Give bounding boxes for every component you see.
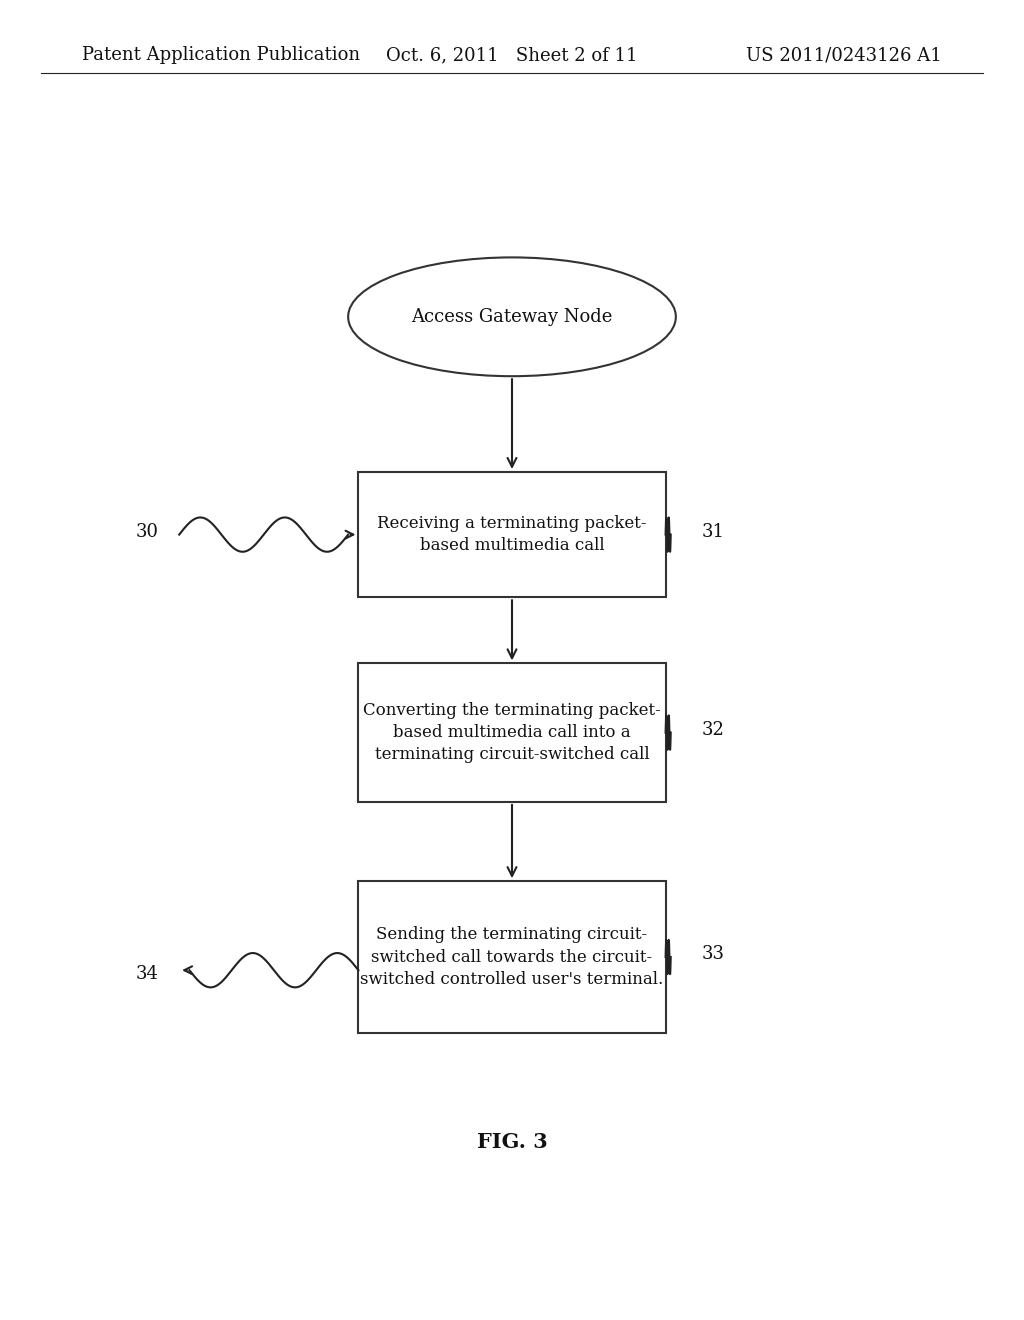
Text: US 2011/0243126 A1: US 2011/0243126 A1 — [746, 46, 942, 65]
Text: 32: 32 — [701, 721, 724, 739]
Text: 34: 34 — [136, 965, 159, 983]
Text: Access Gateway Node: Access Gateway Node — [412, 308, 612, 326]
Text: Converting the terminating packet-
based multimedia call into a
terminating circ: Converting the terminating packet- based… — [364, 702, 660, 763]
Text: Receiving a terminating packet-
based multimedia call: Receiving a terminating packet- based mu… — [377, 515, 647, 554]
Text: Patent Application Publication: Patent Application Publication — [82, 46, 360, 65]
Text: 33: 33 — [701, 945, 724, 964]
Text: Sending the terminating circuit-
switched call towards the circuit-
switched con: Sending the terminating circuit- switche… — [360, 927, 664, 987]
Text: 30: 30 — [136, 523, 159, 541]
Text: Oct. 6, 2011   Sheet 2 of 11: Oct. 6, 2011 Sheet 2 of 11 — [386, 46, 638, 65]
Text: FIG. 3: FIG. 3 — [476, 1131, 548, 1152]
Text: 31: 31 — [701, 523, 724, 541]
